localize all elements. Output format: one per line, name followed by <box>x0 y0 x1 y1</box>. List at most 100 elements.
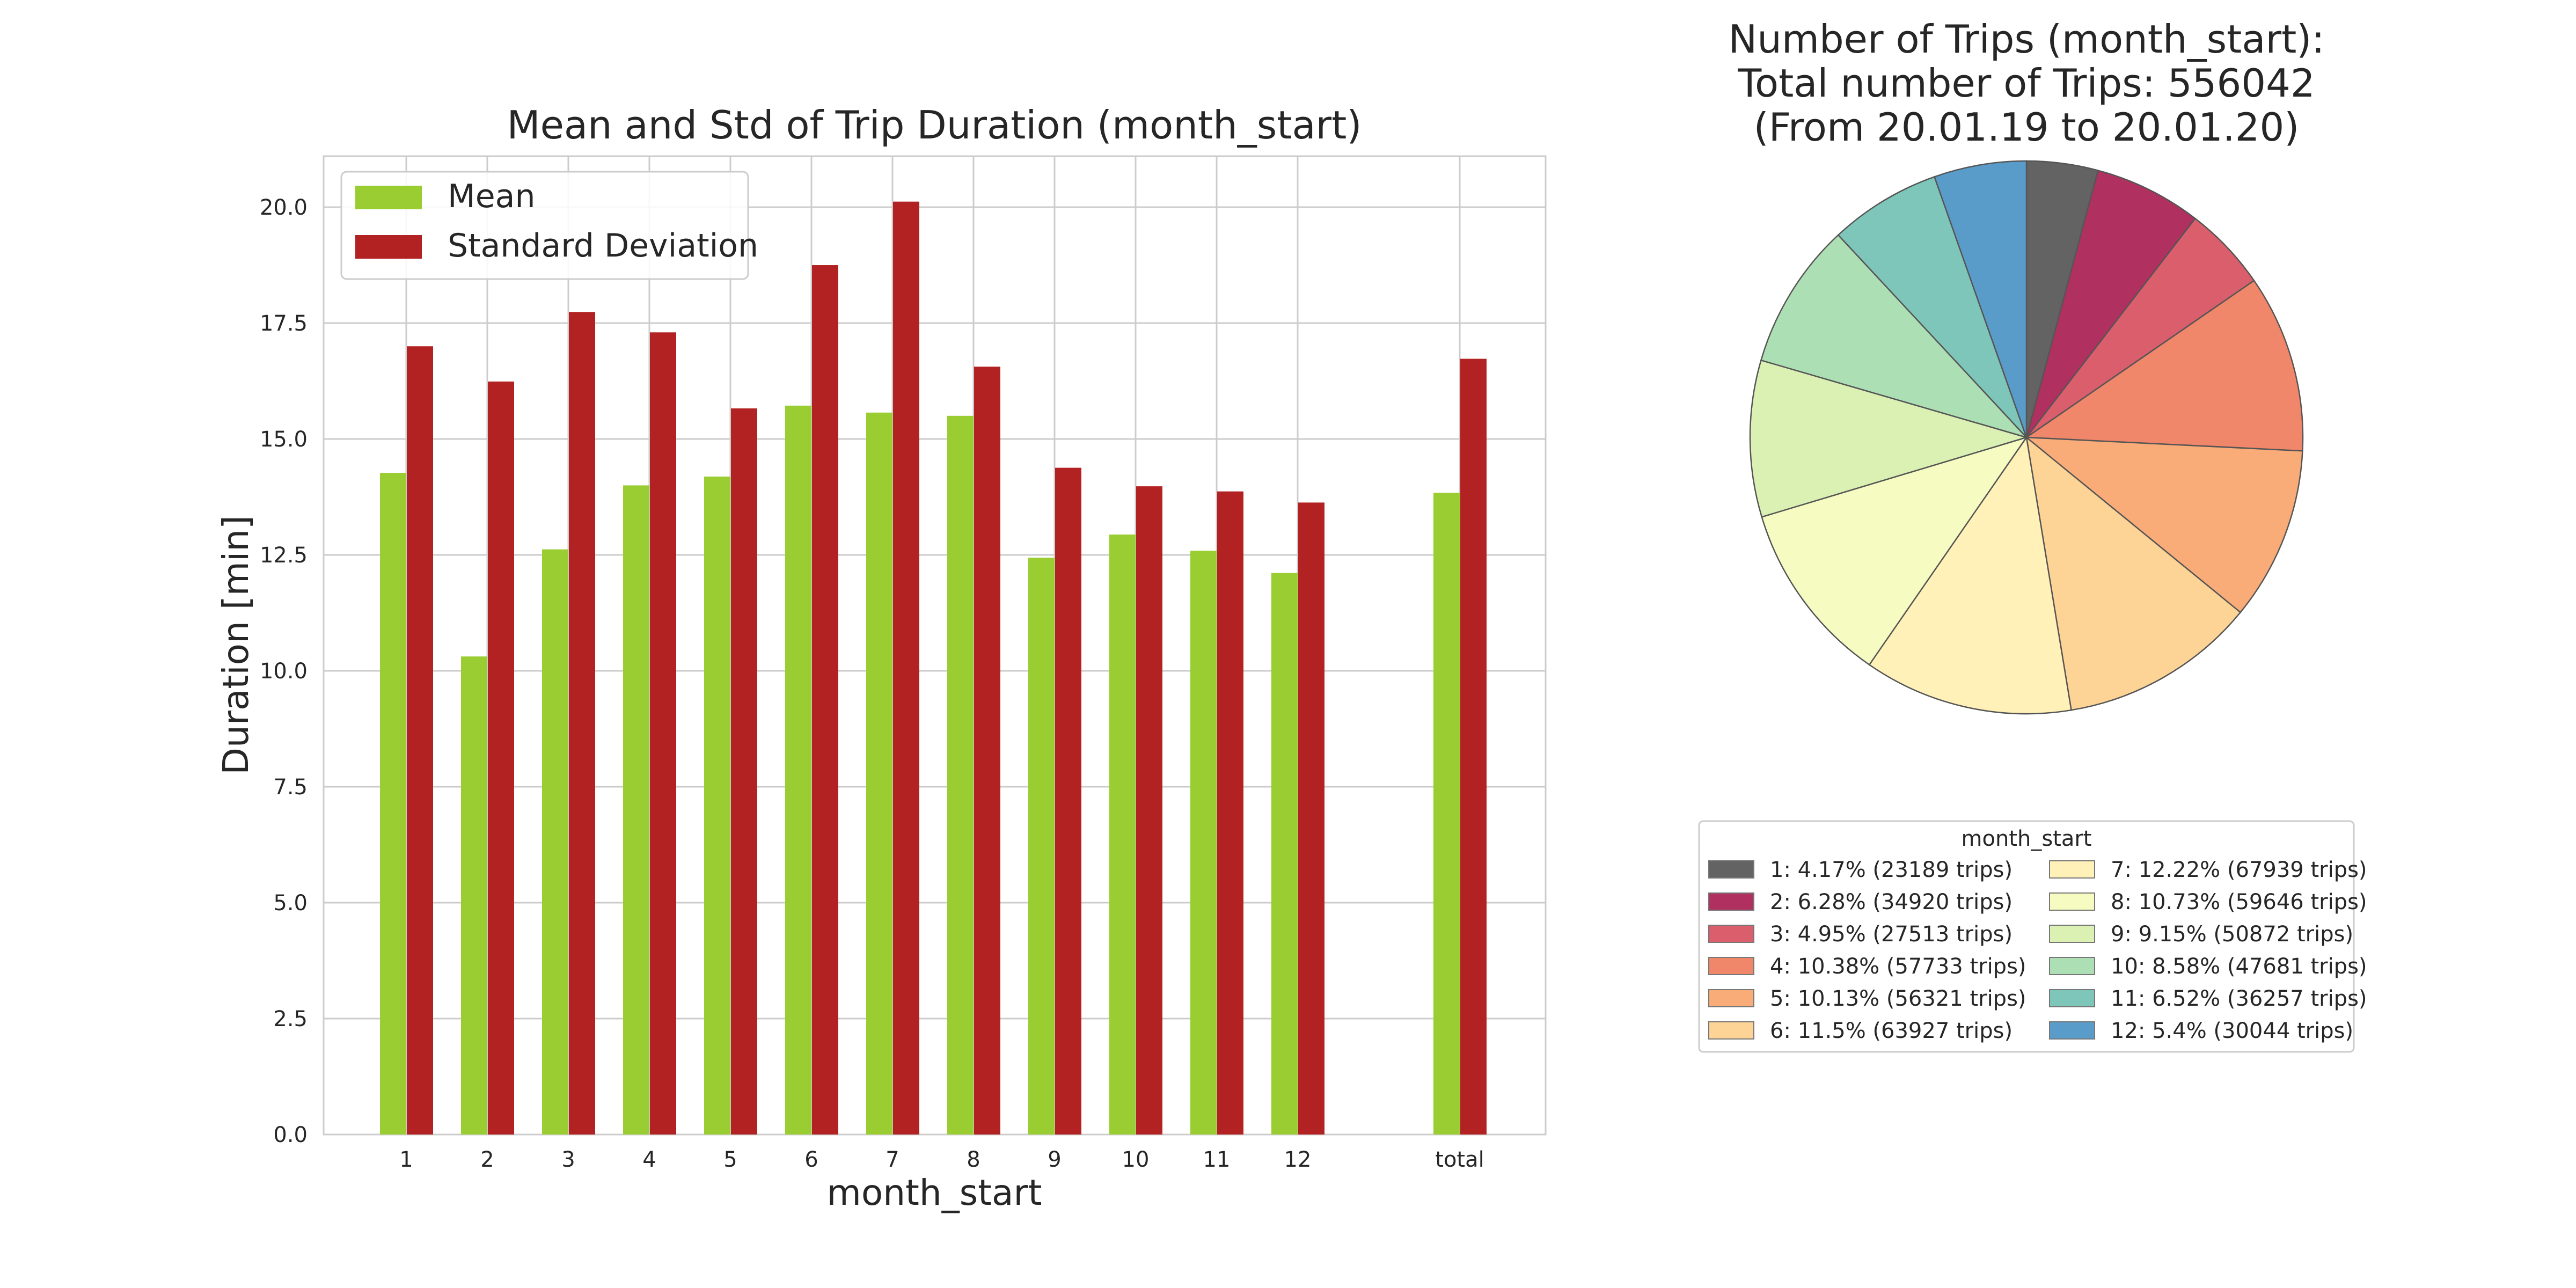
bar-x-tick-label: 5 <box>723 1147 737 1172</box>
bar-y-tick-labels: 0.0 2.5 5.0 7.5 10.0 12.5 15.0 17.5 20.0 <box>260 195 308 1147</box>
pie-legend-label: 9: 9.15% (50872 trips) <box>2111 922 2353 947</box>
bar-mean <box>542 549 568 1135</box>
bar-mean <box>866 412 892 1135</box>
bar-x-tick-labels: 1 2 3 4 5 6 7 8 9 10 11 12 total <box>399 1147 1484 1172</box>
bar-legend: Mean Standard Deviation <box>340 171 758 280</box>
bar-bars <box>380 201 1487 1135</box>
bar-y-tick-label: 5.0 <box>273 891 308 916</box>
bar-y-tick-label: 7.5 <box>273 775 308 800</box>
bar-std <box>1298 502 1324 1135</box>
bar-mean <box>380 473 406 1135</box>
bar-x-tick-label: 4 <box>642 1147 656 1172</box>
bar-mean <box>704 477 730 1135</box>
pie-slice <box>1837 175 2028 438</box>
pie-legend-swatch <box>2049 892 2095 911</box>
bar-std <box>488 381 514 1135</box>
bar-y-tick-label: 17.5 <box>260 311 308 336</box>
pie-legend-label: 6: 11.5% (63927 trips) <box>1770 1019 2012 1043</box>
bar-std <box>812 265 838 1135</box>
bar-std <box>731 408 757 1135</box>
bar-y-tick-label: 0.0 <box>273 1123 308 1147</box>
bar-x-tick-label: 2 <box>480 1147 494 1172</box>
bar-mean <box>785 405 811 1135</box>
pie-legend-label: 3: 4.95% (27513 trips) <box>1770 922 2012 947</box>
bar-y-tick-label: 15.0 <box>260 427 308 452</box>
bar-chart: 0.0 2.5 5.0 7.5 10.0 12.5 15.0 17.5 20.0 1 2 3 4 5 6 7… <box>215 103 1547 1213</box>
pie-legend-label: 11: 6.52% (36257 trips) <box>2111 986 2367 1011</box>
pie-slices <box>1749 160 2304 715</box>
pie-title-line-2: Total number of Trips: 556042 <box>1737 61 2315 106</box>
pie-slice <box>1761 436 2029 666</box>
pie-legend-title: month_start <box>1962 826 2092 851</box>
bar-x-tick-label: 6 <box>804 1147 818 1172</box>
pie-slice <box>2026 217 2255 438</box>
pie-legend-items: 1: 4.17% (23189 trips) 2: 6.28% (34920 tr… <box>1708 858 2367 1043</box>
bar-std <box>650 332 676 1135</box>
pie-legend-swatch <box>2049 957 2095 975</box>
bar-mean <box>461 656 487 1135</box>
pie-slice <box>2025 435 2242 711</box>
bar-x-tick-label: total <box>1435 1147 1484 1172</box>
pie-legend-swatch <box>1708 1021 1754 1040</box>
bar-std <box>1460 358 1487 1135</box>
pie-slice <box>2025 170 2197 438</box>
bar-x-tick-label: 9 <box>1048 1147 1061 1172</box>
legend-swatch-std <box>355 235 422 259</box>
pie-legend-swatch <box>1708 892 1754 911</box>
bar-mean <box>1109 535 1136 1135</box>
bar-mean <box>1028 558 1055 1135</box>
bar-std <box>569 312 595 1135</box>
bar-std <box>974 367 1000 1135</box>
pie-legend-box <box>1698 820 2355 1053</box>
bar-x-tick-label: 1 <box>399 1147 413 1172</box>
pie-legend-label: 7: 12.22% (67939 trips) <box>2111 858 2367 882</box>
bar-plot-area <box>323 155 1547 1136</box>
bar-mean <box>623 485 649 1135</box>
bar-std <box>1055 467 1081 1135</box>
pie-chart: Number of Trips (month_start): Total num… <box>1698 17 2367 1053</box>
pie-legend-label: 8: 10.73% (59646 trips) <box>2111 890 2367 914</box>
pie-legend-swatch <box>2049 860 2095 879</box>
pie-legend-label: 4: 10.38% (57733 trips) <box>1770 954 2026 979</box>
bar-std <box>1217 491 1243 1135</box>
pie-slice <box>1868 435 2072 715</box>
bar-y-tick-label: 2.5 <box>273 1007 308 1031</box>
bar-mean <box>1271 573 1298 1135</box>
pie-slice <box>1760 234 2029 439</box>
bar-y-tick-label: 10.0 <box>260 659 308 684</box>
bar-x-tick-label: 10 <box>1122 1147 1150 1172</box>
pie-legend-label: 2: 6.28% (34920 trips) <box>1770 890 2012 914</box>
bar-x-tick-label: 3 <box>561 1147 575 1172</box>
pie-legend-swatch <box>1708 860 1754 879</box>
bar-mean <box>1190 551 1217 1135</box>
bar-std <box>1136 486 1162 1135</box>
legend-swatch-mean <box>355 186 422 209</box>
legend-label-mean: Mean <box>448 178 535 215</box>
pie-legend: month_start 1: 4.17% (23189 trips) 2: 6.2… <box>1698 820 2367 1053</box>
bar-x-axis-label: month_start <box>827 1172 1042 1213</box>
bar-y-tick-label: 12.5 <box>260 543 308 568</box>
bar-mean <box>1433 493 1460 1135</box>
bar-std <box>893 201 919 1135</box>
pie-legend-swatch <box>2049 1021 2095 1040</box>
bar-std <box>407 346 433 1135</box>
pie-legend-swatch <box>1708 925 1754 943</box>
pie-legend-label: 12: 5.4% (30044 trips) <box>2111 1019 2353 1043</box>
bar-mean <box>947 415 974 1135</box>
pie-slice <box>1749 359 2029 518</box>
pie-legend-swatch <box>1708 989 1754 1007</box>
pie-legend-swatch <box>2049 989 2095 1007</box>
bar-chart-title: Mean and Std of Trip Duration (month_sta… <box>507 103 1362 148</box>
pie-legend-label: 5: 10.13% (56321 trips) <box>1770 986 2026 1011</box>
pie-legend-swatch <box>2049 925 2095 943</box>
pie-title-line-3: (From 20.01.19 to 20.01.20) <box>1754 105 2300 150</box>
pie-slice <box>2024 436 2303 613</box>
pie-legend-swatch <box>1708 957 1754 975</box>
legend-label-std: Standard Deviation <box>448 227 758 265</box>
bar-y-tick-label: 20.0 <box>260 195 308 220</box>
bar-x-tick-label: 8 <box>967 1147 980 1172</box>
bar-legend-box <box>340 171 749 280</box>
pie-legend-label: 10: 8.58% (47681 trips) <box>2111 954 2367 979</box>
pie-slice <box>1933 160 2028 438</box>
